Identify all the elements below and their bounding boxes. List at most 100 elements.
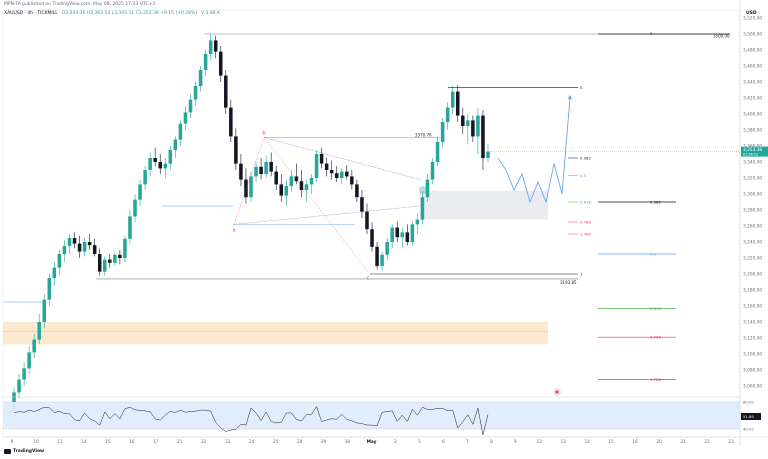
- x-tick-label: 9: [514, 439, 517, 445]
- candle-body: [249, 176, 253, 198]
- x-tick-label: 25: [273, 439, 279, 445]
- candle-body: [471, 120, 475, 137]
- y-tick-label: 3,200.00: [743, 272, 762, 278]
- candle-body: [229, 107, 233, 137]
- candle-body: [163, 163, 168, 169]
- candle-body: [476, 115, 480, 137]
- candle-body: [244, 179, 248, 198]
- candle-body: [264, 162, 268, 174]
- candle-body: [355, 184, 359, 198]
- candle-body: [400, 232, 405, 238]
- candle-body: [218, 51, 223, 76]
- projection-arrow: [568, 95, 572, 99]
- level-mid-label: 3370.76: [415, 132, 432, 137]
- candle-body: [481, 115, 485, 158]
- y-tick-label: 3,260.00: [743, 224, 762, 230]
- candle-body: [430, 162, 435, 180]
- y-tick-label: 3,240.00: [743, 240, 762, 246]
- candle-body: [314, 154, 319, 178]
- price-badge: [741, 146, 768, 157]
- candle-body: [128, 216, 132, 239]
- publisher-line: MPN-TA published on TradingView.com, May…: [4, 2, 156, 7]
- fib-right-label: 0.786: [650, 335, 661, 340]
- candle-body: [153, 158, 157, 162]
- retest-marker: [419, 186, 427, 194]
- candle-body: [299, 181, 304, 190]
- candle-body: [334, 173, 339, 178]
- x-tick-label: 2: [394, 439, 397, 445]
- level-bottom-label: 3193.85: [560, 280, 577, 285]
- trendline-lower: [233, 205, 421, 225]
- x-tick-label: 5: [418, 439, 421, 445]
- candle-body: [445, 107, 450, 122]
- x-tick-label: 15: [608, 439, 614, 445]
- y-tick-label: 3,480.00: [743, 48, 762, 54]
- y-tick-label: 3,060.00: [743, 384, 762, 390]
- candle-body: [188, 99, 193, 113]
- y-tick-label: 3,180.00: [743, 288, 762, 294]
- candle-body: [466, 120, 470, 126]
- candle-body: [203, 54, 208, 70]
- rsi-current-label: 51.80: [743, 414, 754, 419]
- candle-body: [461, 115, 465, 126]
- candle-body: [370, 229, 374, 247]
- x-tick-label: 6: [442, 439, 445, 445]
- candle-body: [148, 158, 152, 170]
- proj-label-high: 0: [580, 85, 583, 90]
- candle-body: [27, 352, 31, 369]
- candle-body: [380, 254, 384, 266]
- x-tick-label: 16: [632, 439, 638, 445]
- candle-body: [450, 91, 455, 108]
- x-tick-label: 23: [728, 439, 734, 445]
- y-tick-label: 3,220.00: [743, 256, 762, 262]
- y-tick-label: 3,300.00: [743, 192, 762, 198]
- candle-body: [113, 254, 117, 263]
- candle-body: [158, 162, 162, 169]
- x-tick-label: 21: [680, 439, 686, 445]
- fib-right-label: 0.5: [650, 252, 657, 257]
- candle-body: [92, 245, 97, 254]
- y-tick-label: 3,100.00: [743, 352, 762, 358]
- x-tick-label: 29: [321, 439, 327, 445]
- candle-body: [350, 176, 354, 185]
- y-tick-label: 3,160.00: [743, 304, 762, 310]
- candle-body: [168, 150, 173, 164]
- x-tick-label: 13: [560, 439, 566, 445]
- y-tick-label: 3,120.00: [743, 336, 762, 342]
- candle-body: [289, 176, 294, 186]
- candle-body: [57, 254, 62, 268]
- candle-body: [420, 197, 425, 220]
- candle-body: [37, 322, 41, 340]
- proj-one-label: 1: [580, 272, 583, 277]
- y-tick-label: 3,400.00: [743, 112, 762, 118]
- candle-body: [193, 86, 198, 100]
- candle-body: [97, 254, 102, 272]
- rsi-label-80: 80.00: [743, 400, 754, 405]
- rsi-line: [13, 405, 489, 436]
- candle-body: [178, 123, 183, 140]
- x-tick-label: 10: [33, 439, 39, 445]
- fib-label: 0.5: [580, 173, 587, 178]
- chart-header: MPN-TA published on TradingView.com, May…: [4, 2, 364, 17]
- y-tick-label: 3,080.00: [743, 368, 762, 374]
- fib-label: 0.786: [580, 220, 591, 225]
- point-a-label: a: [232, 227, 235, 233]
- point-c-label: c: [367, 276, 370, 282]
- tradingview-logo[interactable]: TradingView: [4, 449, 44, 454]
- x-tick-label: 11: [57, 439, 63, 445]
- candle-body: [415, 219, 420, 225]
- y-tick-label: 3,460.00: [743, 64, 762, 70]
- x-tick-label: 22: [201, 439, 207, 445]
- candle-body: [47, 278, 52, 300]
- candle-body: [395, 227, 399, 238]
- candle-body: [340, 171, 344, 178]
- candle-body: [274, 171, 278, 185]
- symbol-label[interactable]: XAUUSD · 4h · TICKMILL: [4, 11, 58, 16]
- y-tick-label: 3,280.00: [743, 208, 762, 214]
- x-tick-label: 30: [345, 439, 351, 445]
- x-tick-label: 16: [129, 439, 135, 445]
- candle-body: [486, 151, 490, 158]
- demand-zone: [420, 190, 548, 220]
- y-tick-label: 3,500.00: [743, 32, 762, 38]
